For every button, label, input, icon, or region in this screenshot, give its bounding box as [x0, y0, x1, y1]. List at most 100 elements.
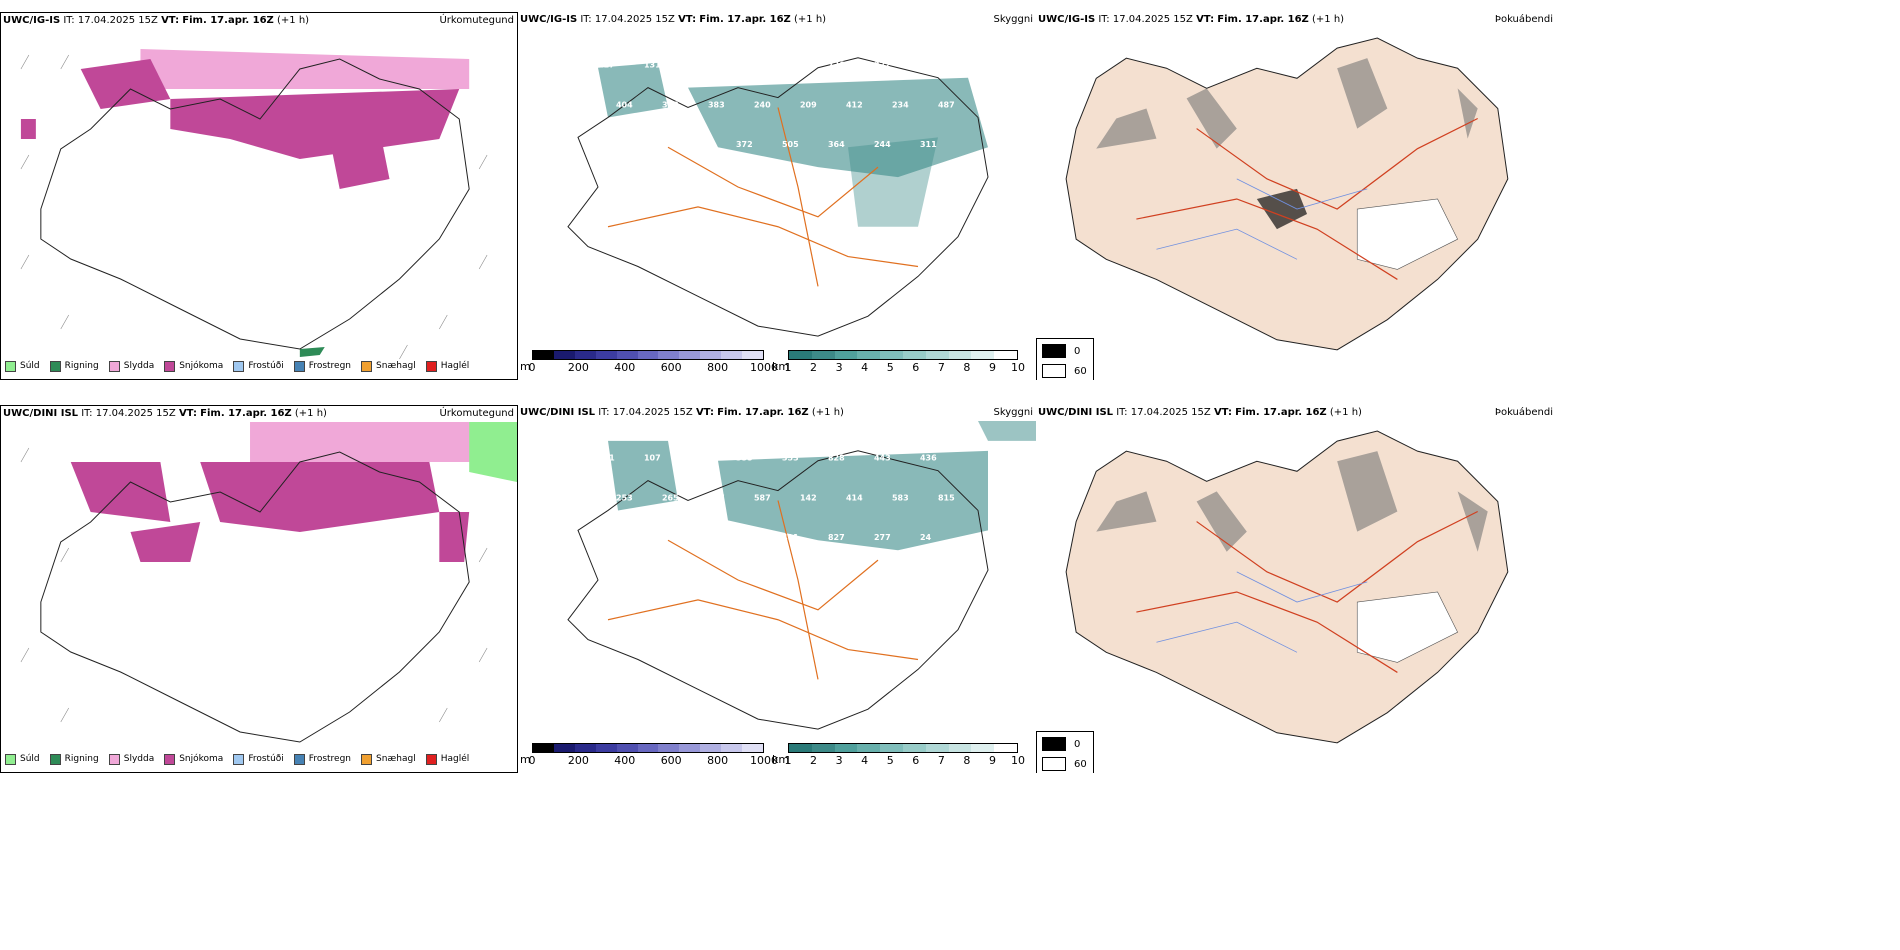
sleet-area	[140, 49, 470, 89]
fog-key-black-swatch	[1042, 737, 1066, 751]
fog-panel-row2: UWC/DINI ISL IT: 17.04.2025 15Z VT: Fim.…	[1036, 405, 1900, 773]
station-value-label: 107	[644, 454, 661, 463]
station-value-label: 436	[920, 454, 937, 463]
station-value-label: 163	[690, 533, 707, 542]
legend-swatch	[425, 360, 437, 372]
station-value-label: 355	[736, 454, 753, 463]
iceland-land	[1065, 430, 1509, 744]
colorbar-tick-label: 5	[886, 754, 894, 767]
rivers	[1156, 571, 1368, 653]
precip-map[interactable]	[1, 422, 517, 772]
station-value-label: 903	[598, 533, 615, 542]
colorbar-tick-label: 3	[835, 361, 843, 374]
lead-time: (+1 h)	[277, 15, 310, 26]
ceiling-unit: m	[520, 360, 531, 373]
colorbar-tick-label: 10	[1011, 361, 1025, 374]
panel-header: UWC/IG-IS IT: 17.04.2025 15Z VT: Fim. 17…	[518, 12, 1036, 28]
colorbar-segment	[595, 744, 617, 752]
panel-title: Úrkomutegund	[439, 15, 514, 26]
valid-time: Fim. 17.apr. 16Z	[200, 408, 292, 419]
colorbar-tick-label: 600	[660, 361, 682, 374]
valid-time: Fim. 17.apr. 16Z	[1217, 14, 1309, 25]
station-value-label: 277	[874, 533, 891, 542]
fog-key-white-swatch	[1042, 757, 1066, 771]
station-value-label: 24	[920, 533, 932, 542]
fog-key-white-label: 60	[1074, 758, 1087, 770]
station-value-label: 16	[616, 573, 628, 582]
colorbar-tick-label: 2	[810, 754, 818, 767]
station-value-label: 125	[736, 61, 753, 70]
legend-swatch	[164, 360, 176, 372]
drizzle-area	[469, 422, 517, 482]
iceland-coastline	[40, 451, 470, 743]
station-value-label: 726	[828, 61, 845, 70]
colorbar-segment	[880, 744, 903, 752]
valid-time: Fim. 17.apr. 16Z	[182, 15, 274, 26]
station-value-label: 353	[782, 454, 799, 463]
station-value-label: 414	[846, 494, 863, 503]
fog-key-black-swatch	[1042, 344, 1066, 358]
colorbar-segment	[742, 351, 763, 359]
vt-label: VT:	[1196, 14, 1215, 25]
visibility-colorbar: 1 2 3 4 5 6 7 8 9 10 km	[772, 350, 1025, 374]
colorbar-tick-label: 4	[861, 361, 869, 374]
init-time: 17.04.2025 15Z	[612, 407, 693, 418]
legend-item: Frostúði	[233, 753, 284, 765]
colorbar-tick-label: 400	[614, 361, 636, 374]
lead-time: (+1 h)	[1312, 14, 1345, 25]
init-time: 17.04.2025 15Z	[77, 15, 158, 26]
glacier	[1356, 591, 1459, 663]
colorbar-tick-label: 800	[707, 754, 729, 767]
station-value-label: 265	[662, 494, 679, 503]
lead-time: (+1 h)	[811, 407, 844, 418]
colorbar-segment	[902, 744, 926, 752]
road-network	[1136, 117, 1478, 280]
station-value-label: 161	[598, 454, 615, 463]
station-labels: 117 131 391 125 281 726 322 276 404 333 383 240 209 4…	[598, 61, 955, 189]
legend-swatch	[164, 753, 176, 765]
colorbar-segment	[533, 351, 554, 359]
visibility-colorbar: 1 2 3 4 5 6 7 8 9 10 km	[772, 743, 1025, 767]
station-value-label: 240	[754, 101, 771, 110]
legend-label: Frostregn	[308, 361, 352, 371]
legend-item: Slydda	[108, 360, 154, 372]
visibility-map[interactable]: 117 131 391 125 281 726 322 276 404 333 383 240 209 4…	[518, 28, 1036, 346]
colorbar-segment	[553, 351, 575, 359]
station-value-label: 244	[874, 140, 891, 149]
visibility-map-svg: 161 107 121 355 353 828 443 436 253 265 477 587 142 4…	[567, 421, 1036, 730]
colorbar-tick-label: 6	[912, 754, 920, 767]
station-value-label: 117	[598, 61, 615, 70]
station-value-label: 253	[616, 494, 633, 503]
fog-map[interactable]	[1036, 28, 1556, 380]
model-name: UWC/DINI ISL	[520, 407, 596, 418]
lead-time: (+1 h)	[1329, 407, 1362, 418]
station-labels: 161 107 121 355 353 828 443 436 253 265 477 587 142 4…	[598, 454, 955, 582]
legend-item: Snæhagl	[361, 753, 416, 765]
it-label: IT:	[580, 14, 592, 25]
station-value-label: 183	[644, 140, 661, 149]
colorbar-segment	[857, 744, 881, 752]
station-value-label: 815	[938, 494, 955, 503]
colorbar-segment	[948, 744, 972, 752]
colorbar-tick-label: 1000	[750, 754, 778, 767]
precip-areas	[20, 49, 470, 357]
colorbar-tick-label: 3	[835, 754, 843, 767]
model-name: UWC/DINI ISL	[1038, 407, 1114, 418]
colorbar-segment	[971, 744, 995, 752]
snow-area	[130, 522, 201, 562]
station-value-label: 234	[892, 101, 909, 110]
precip-map[interactable]	[1, 29, 517, 379]
legend-swatch	[425, 753, 437, 765]
legend-label: Frostregn	[308, 754, 352, 764]
colorbar-tick-label: 200	[567, 754, 589, 767]
colorbar-tick-label: 5	[886, 361, 894, 374]
legend-swatch	[49, 360, 61, 372]
colorbar-segment	[857, 351, 881, 359]
legend-label: Slydda	[123, 754, 155, 764]
legend-item: Snjókoma	[164, 360, 223, 372]
fog-map[interactable]	[1036, 421, 1556, 773]
station-value-label: 386	[708, 180, 725, 189]
snow-area	[439, 512, 470, 562]
station-value-label: 364	[828, 140, 845, 149]
visibility-map[interactable]: 161 107 121 355 353 828 443 436 253 265 477 587 142 4…	[518, 421, 1036, 739]
